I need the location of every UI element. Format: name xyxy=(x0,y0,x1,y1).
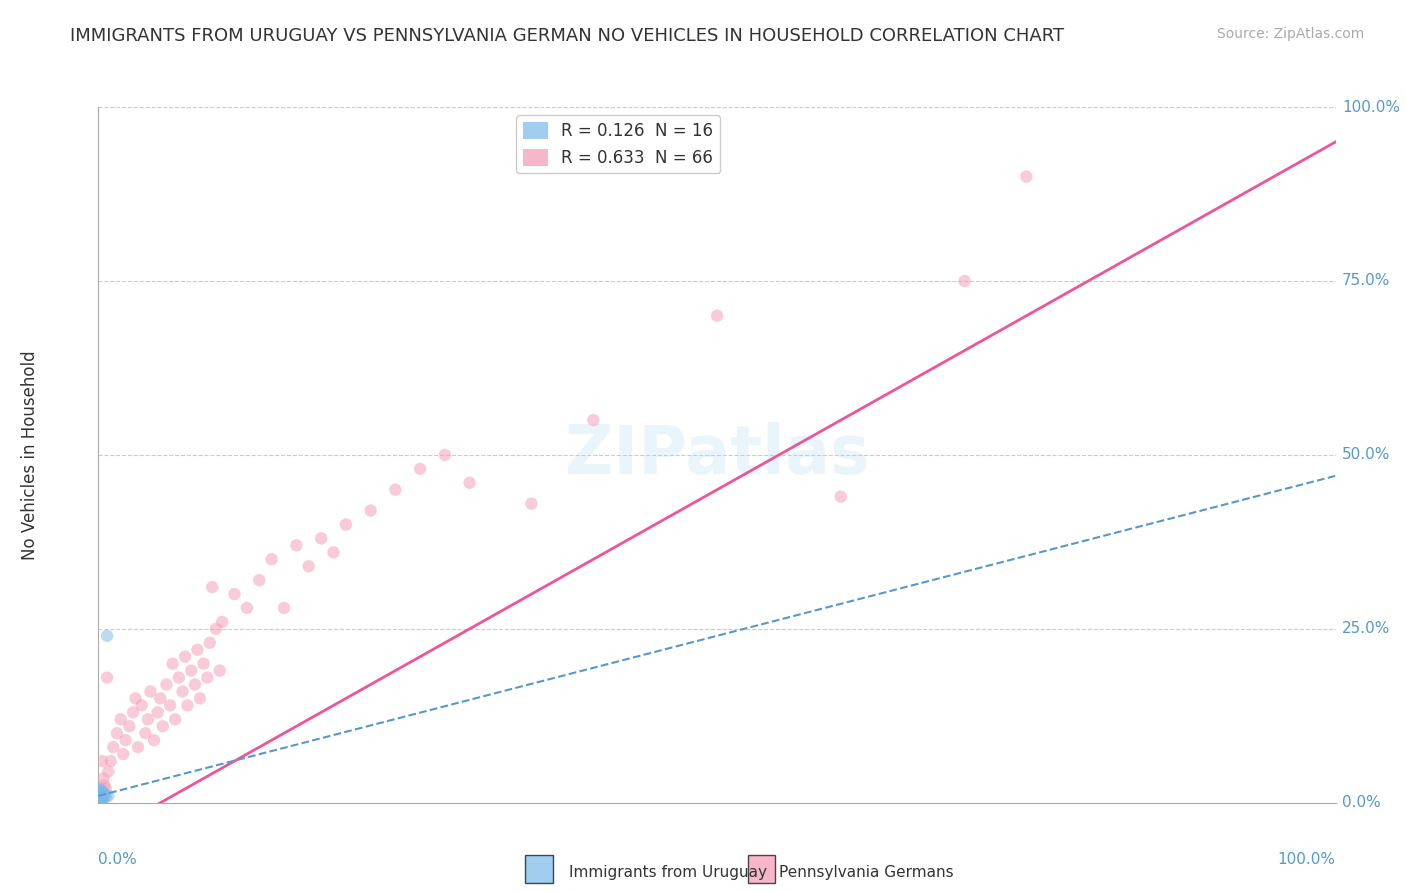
Point xyxy=(96,629,118,643)
Point xyxy=(93,788,115,802)
Point xyxy=(953,274,976,288)
Point xyxy=(118,719,141,733)
Point xyxy=(322,545,344,559)
Text: No Vehicles in Household: No Vehicles in Household xyxy=(21,350,39,560)
Point xyxy=(198,636,221,650)
Point xyxy=(172,684,194,698)
Text: IMMIGRANTS FROM URUGUAY VS PENNSYLVANIA GERMAN NO VEHICLES IN HOUSEHOLD CORRELAT: IMMIGRANTS FROM URUGUAY VS PENNSYLVANIA … xyxy=(70,27,1064,45)
Point xyxy=(384,483,406,497)
Point xyxy=(205,622,228,636)
Point xyxy=(93,778,115,792)
Point xyxy=(89,781,111,796)
Point xyxy=(162,657,184,671)
Point xyxy=(167,671,190,685)
Point xyxy=(186,642,208,657)
Point xyxy=(110,712,132,726)
Point xyxy=(180,664,202,678)
Point xyxy=(298,559,321,574)
Point xyxy=(260,552,283,566)
Point xyxy=(224,587,246,601)
Point xyxy=(93,785,115,799)
Point xyxy=(143,733,166,747)
Point xyxy=(208,664,231,678)
Point xyxy=(165,712,187,726)
Point xyxy=(149,691,172,706)
Point xyxy=(188,691,211,706)
Point xyxy=(103,740,125,755)
Text: 100.0%: 100.0% xyxy=(1278,852,1336,866)
Point xyxy=(146,706,169,720)
Point xyxy=(236,601,259,615)
Point xyxy=(90,791,112,805)
Point xyxy=(139,684,162,698)
Point xyxy=(159,698,181,713)
Text: 0.0%: 0.0% xyxy=(1341,796,1381,810)
Text: Immigrants from Uruguay: Immigrants from Uruguay xyxy=(568,865,766,880)
Point xyxy=(706,309,728,323)
FancyBboxPatch shape xyxy=(748,855,775,883)
Point xyxy=(91,785,114,799)
Text: 50.0%: 50.0% xyxy=(1341,448,1391,462)
Point xyxy=(360,503,382,517)
Point xyxy=(458,475,481,490)
Point xyxy=(89,792,111,806)
Text: 75.0%: 75.0% xyxy=(1341,274,1391,288)
Point xyxy=(94,781,117,796)
Text: Pennsylvania Germans: Pennsylvania Germans xyxy=(779,865,953,880)
Point xyxy=(97,789,120,803)
Point xyxy=(94,790,117,805)
Point xyxy=(90,791,112,805)
Point xyxy=(520,497,543,511)
Point xyxy=(97,764,120,779)
Point xyxy=(184,677,207,691)
Point xyxy=(93,790,115,805)
Point xyxy=(201,580,224,594)
FancyBboxPatch shape xyxy=(526,855,553,883)
Point xyxy=(91,754,114,768)
Point xyxy=(90,794,112,808)
Point xyxy=(247,573,270,587)
Text: 100.0%: 100.0% xyxy=(1341,100,1400,114)
Point xyxy=(285,538,308,552)
Point xyxy=(152,719,174,733)
Point xyxy=(105,726,128,740)
Point xyxy=(90,783,112,797)
Point xyxy=(124,691,146,706)
Legend: R = 0.126  N = 16, R = 0.633  N = 66: R = 0.126 N = 16, R = 0.633 N = 66 xyxy=(516,115,720,173)
Point xyxy=(193,657,215,671)
Point xyxy=(273,601,295,615)
Point xyxy=(136,712,159,726)
Point xyxy=(89,789,111,803)
Point xyxy=(309,532,332,546)
Point xyxy=(96,671,118,685)
Point xyxy=(433,448,456,462)
Text: 25.0%: 25.0% xyxy=(1341,622,1391,636)
Point xyxy=(127,740,149,755)
Point xyxy=(176,698,198,713)
Point xyxy=(211,615,233,629)
Point xyxy=(122,706,145,720)
Point xyxy=(93,772,115,786)
Text: Source: ZipAtlas.com: Source: ZipAtlas.com xyxy=(1216,27,1364,41)
Point xyxy=(100,754,122,768)
Text: 0.0%: 0.0% xyxy=(98,852,138,866)
Point xyxy=(89,792,111,806)
Point xyxy=(1015,169,1038,184)
Text: ZIPatlas: ZIPatlas xyxy=(565,422,869,488)
Point xyxy=(830,490,852,504)
Point xyxy=(91,792,114,806)
Point xyxy=(112,747,135,761)
Point xyxy=(155,677,177,691)
Point xyxy=(409,462,432,476)
Point xyxy=(91,792,114,806)
Point xyxy=(131,698,153,713)
Point xyxy=(335,517,357,532)
Point xyxy=(582,413,605,427)
Point xyxy=(134,726,156,740)
Point xyxy=(195,671,218,685)
Point xyxy=(174,649,197,664)
Point xyxy=(114,733,136,747)
Point xyxy=(90,790,112,805)
